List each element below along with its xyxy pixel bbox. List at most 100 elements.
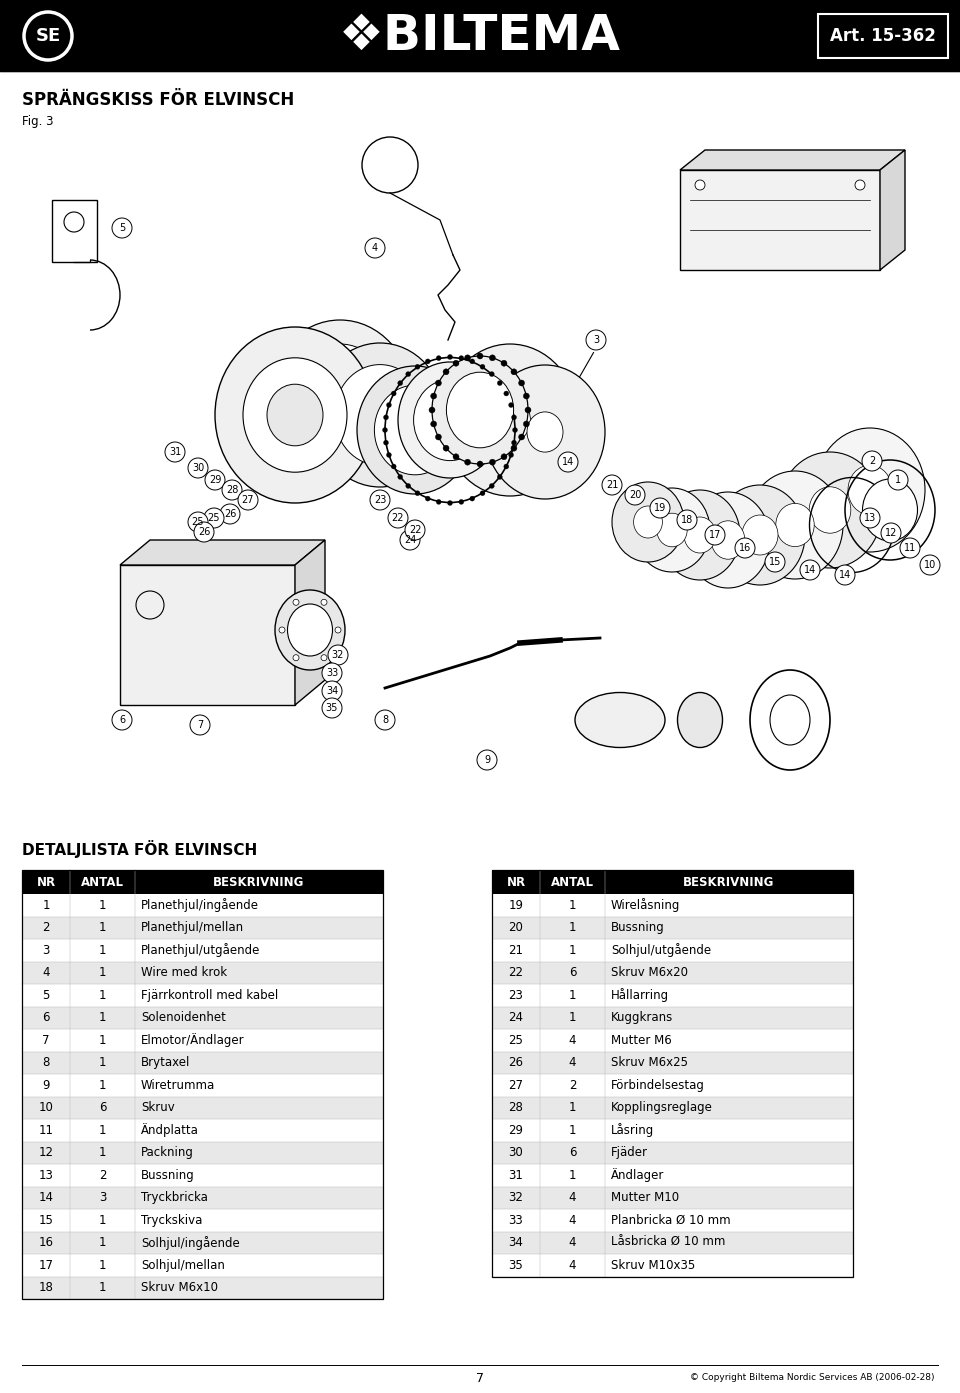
Circle shape bbox=[497, 380, 502, 386]
Bar bbox=[22, 1141, 383, 1165]
Text: 6: 6 bbox=[568, 1146, 576, 1159]
Text: 19: 19 bbox=[654, 503, 666, 513]
Circle shape bbox=[425, 496, 430, 501]
Ellipse shape bbox=[778, 451, 882, 568]
Circle shape bbox=[512, 440, 516, 446]
Circle shape bbox=[425, 359, 430, 364]
Bar bbox=[492, 983, 853, 1007]
Text: Bussning: Bussning bbox=[611, 921, 664, 935]
Text: 6: 6 bbox=[99, 1102, 107, 1114]
Ellipse shape bbox=[742, 515, 778, 554]
Circle shape bbox=[447, 354, 452, 359]
Text: 20: 20 bbox=[629, 490, 641, 500]
Circle shape bbox=[602, 475, 622, 495]
Ellipse shape bbox=[490, 397, 530, 443]
Text: Mutter M6: Mutter M6 bbox=[611, 1034, 672, 1046]
Circle shape bbox=[465, 460, 470, 465]
Text: BESKRIVNING: BESKRIVNING bbox=[684, 875, 775, 889]
Ellipse shape bbox=[612, 482, 684, 561]
Circle shape bbox=[406, 372, 411, 376]
Circle shape bbox=[735, 538, 755, 559]
Ellipse shape bbox=[848, 465, 892, 515]
Circle shape bbox=[429, 407, 435, 412]
Text: Tryckbricka: Tryckbricka bbox=[141, 1191, 208, 1205]
Text: Planethjul/mellan: Planethjul/mellan bbox=[141, 921, 244, 935]
Text: Låsring: Låsring bbox=[611, 1123, 655, 1137]
Text: 1: 1 bbox=[99, 1034, 107, 1046]
Text: 14: 14 bbox=[562, 457, 574, 467]
Circle shape bbox=[328, 645, 348, 664]
Circle shape bbox=[293, 655, 299, 660]
Circle shape bbox=[431, 421, 437, 428]
Text: Fjäder: Fjäder bbox=[611, 1146, 648, 1159]
Circle shape bbox=[205, 469, 225, 490]
Text: 34: 34 bbox=[325, 685, 338, 696]
Bar bbox=[22, 871, 383, 894]
Circle shape bbox=[509, 453, 514, 457]
Circle shape bbox=[469, 496, 475, 501]
Ellipse shape bbox=[657, 513, 687, 547]
Text: 31: 31 bbox=[169, 447, 181, 457]
Text: 1: 1 bbox=[895, 475, 901, 485]
Text: Mutter M10: Mutter M10 bbox=[611, 1191, 679, 1205]
Bar bbox=[22, 1209, 383, 1231]
Circle shape bbox=[112, 710, 132, 730]
Ellipse shape bbox=[398, 362, 502, 478]
Text: 14: 14 bbox=[839, 570, 852, 579]
Circle shape bbox=[586, 330, 606, 350]
Text: 4: 4 bbox=[372, 242, 378, 254]
Text: Solhjul/utgående: Solhjul/utgående bbox=[611, 943, 711, 957]
Ellipse shape bbox=[862, 479, 918, 540]
Circle shape bbox=[525, 407, 531, 412]
Text: 14: 14 bbox=[38, 1191, 54, 1205]
Ellipse shape bbox=[711, 521, 745, 559]
Text: 4: 4 bbox=[568, 1056, 576, 1070]
Text: 14: 14 bbox=[804, 566, 816, 575]
Bar bbox=[492, 894, 853, 917]
Circle shape bbox=[523, 421, 529, 428]
Polygon shape bbox=[120, 540, 325, 566]
Circle shape bbox=[465, 355, 470, 361]
Text: 17: 17 bbox=[38, 1259, 54, 1272]
Text: DETALJLISTA FÖR ELVINSCH: DETALJLISTA FÖR ELVINSCH bbox=[22, 840, 257, 858]
Text: 25: 25 bbox=[207, 513, 220, 522]
Text: 1: 1 bbox=[568, 1011, 576, 1024]
Text: 2: 2 bbox=[99, 1169, 107, 1181]
Circle shape bbox=[405, 520, 425, 540]
Circle shape bbox=[194, 522, 214, 542]
Text: 34: 34 bbox=[509, 1236, 523, 1250]
Circle shape bbox=[238, 490, 258, 510]
Circle shape bbox=[112, 217, 132, 238]
Bar bbox=[492, 1052, 853, 1074]
Ellipse shape bbox=[815, 428, 925, 552]
Text: 24: 24 bbox=[404, 535, 417, 545]
Ellipse shape bbox=[275, 591, 345, 670]
Text: 1: 1 bbox=[99, 1259, 107, 1272]
Circle shape bbox=[436, 355, 442, 361]
Text: 4: 4 bbox=[568, 1191, 576, 1205]
Polygon shape bbox=[680, 150, 905, 170]
Circle shape bbox=[436, 380, 442, 386]
Ellipse shape bbox=[634, 488, 710, 573]
Text: 30: 30 bbox=[509, 1146, 523, 1159]
Text: Planethjul/ingående: Planethjul/ingående bbox=[141, 898, 259, 912]
Text: 4: 4 bbox=[568, 1213, 576, 1227]
Text: Ändplatta: Ändplatta bbox=[141, 1123, 199, 1137]
Circle shape bbox=[900, 538, 920, 559]
Text: ANTAL: ANTAL bbox=[81, 875, 124, 889]
Bar bbox=[492, 1029, 853, 1052]
Text: 33: 33 bbox=[509, 1213, 523, 1227]
Circle shape bbox=[222, 481, 242, 500]
Text: Fig. 3: Fig. 3 bbox=[22, 116, 54, 128]
Circle shape bbox=[469, 359, 475, 364]
Circle shape bbox=[220, 504, 240, 524]
Circle shape bbox=[400, 529, 420, 550]
Text: 1: 1 bbox=[99, 1056, 107, 1070]
Bar bbox=[492, 871, 853, 1276]
Ellipse shape bbox=[809, 486, 851, 534]
Text: Bussning: Bussning bbox=[141, 1169, 195, 1181]
Text: 1: 1 bbox=[99, 1236, 107, 1250]
Text: Wire med krok: Wire med krok bbox=[141, 967, 228, 979]
Bar bbox=[492, 1119, 853, 1141]
Bar bbox=[22, 1119, 383, 1141]
